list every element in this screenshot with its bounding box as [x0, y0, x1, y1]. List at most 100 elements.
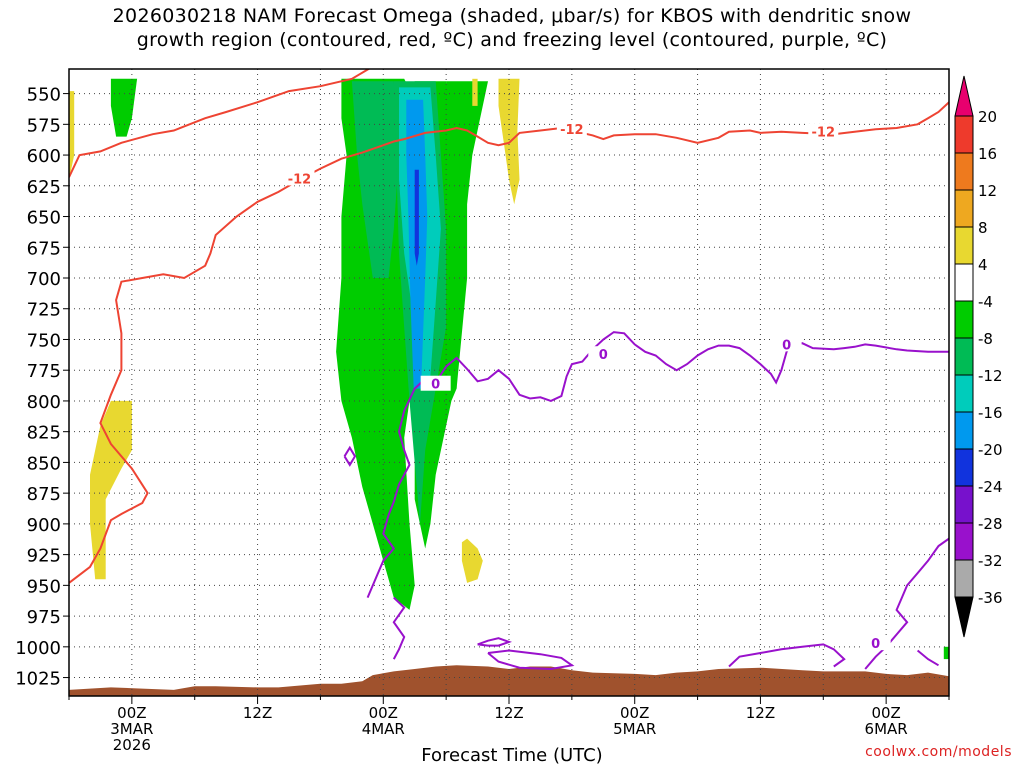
omega-region-8: [69, 91, 75, 180]
colorbar-label: -20: [978, 441, 1003, 459]
colorbar-swatch: [954, 337, 974, 376]
colorbar-label: -24: [978, 478, 1003, 496]
freezing-label-bg: [860, 635, 891, 651]
freezing-contour: [487, 649, 575, 671]
y-tick-label: 750: [27, 330, 61, 351]
freezing-label-bg: [588, 346, 619, 362]
colorbar-swatch: [954, 522, 974, 561]
colorbar-swatch: [954, 559, 974, 598]
y-tick-label: 800: [27, 392, 61, 413]
x-axis-title: Forecast Time (UTC): [421, 745, 603, 766]
y-tick-label: 725: [27, 300, 61, 321]
y-tick-label: 675: [27, 238, 61, 259]
y-axis: 550 575 600 625 650 675 700 725 750 775 800 825 850 8…: [15, 85, 69, 690]
x-tick-label: 2026: [113, 736, 151, 754]
x-tick-label: 12Z: [494, 704, 523, 722]
freezing-label: 0: [782, 338, 791, 353]
colorbar: 20 16 12 8 4 -4 -8 -12 -16 -20 -24 -28 -32 -36: [954, 75, 1003, 638]
omega-region-10: [472, 78, 478, 106]
y-tick-label: 875: [27, 484, 61, 505]
colorbar-label: -36: [978, 589, 1003, 607]
ground-terrain: [69, 665, 949, 696]
colorbar-swatch: [954, 374, 974, 413]
colorbar-swatch: [954, 300, 974, 339]
y-tick-label: 900: [27, 515, 61, 536]
dendritic-label: -12: [560, 123, 584, 138]
x-tick-label: 00Z: [620, 704, 649, 722]
y-tick-label: 775: [27, 361, 61, 382]
credit-text: coolwx.com/models: [865, 744, 1012, 760]
x-tick-label: 4MAR: [362, 720, 405, 738]
omega-region-3: [351, 81, 399, 278]
freezing-label-bg: [771, 336, 802, 352]
x-tick-label: 00Z: [369, 704, 398, 722]
x-tick-label: 6MAR: [865, 720, 908, 738]
dendritic-label: -12: [812, 126, 836, 141]
x-tick-label: 12Z: [746, 704, 775, 722]
x-tick-label: 00Z: [871, 704, 900, 722]
omega-region-7: [414, 169, 419, 266]
chart-title-line2: growth region (contoured, red, ºC) and f…: [136, 29, 888, 51]
dendritic-contour-upper: [69, 69, 371, 178]
colorbar-label: 20: [978, 108, 997, 126]
x-tick-label: 00Z: [117, 704, 146, 722]
y-tick-label: 1025: [15, 669, 61, 690]
freezing-label-bg: [420, 375, 451, 391]
freezing-contour: [343, 445, 357, 467]
y-tick-label: 850: [27, 453, 61, 474]
colorbar-swatch: [954, 411, 974, 450]
dendritic-label-bg: [284, 170, 315, 186]
y-tick-label: 825: [27, 423, 61, 444]
dendritic-label-bg: [556, 121, 587, 137]
x-tick-label: 5MAR: [613, 720, 656, 738]
freezing-label: 0: [431, 378, 440, 393]
y-tick-label: 925: [27, 546, 61, 567]
colorbar-swatch: [954, 448, 974, 487]
colorbar-swatch: [954, 263, 974, 302]
colorbar-label: 12: [978, 182, 997, 200]
y-tick-label: 550: [27, 85, 61, 106]
omega-region-14: [943, 646, 949, 660]
omega-region-13: [461, 538, 483, 583]
colorbar-swatch: [954, 115, 974, 154]
freezing-contour: [477, 637, 513, 647]
freezing-contour: [728, 643, 846, 668]
y-tick-label: 600: [27, 146, 61, 167]
freezing-label: 0: [599, 348, 608, 363]
chart-title: 2026030218 NAM Forecast Omega (shaded, μ…: [0, 4, 1024, 52]
colorbar-label: -12: [978, 367, 1003, 385]
colorbar-label: 8: [978, 219, 988, 237]
colorbar-label: -28: [978, 515, 1003, 533]
freezing-label: 0: [871, 637, 880, 652]
colorbar-label: -32: [978, 552, 1003, 570]
colorbar-label: 4: [978, 256, 988, 274]
dendritic-contour-lower: [69, 101, 949, 584]
freezing-contour: [916, 649, 940, 667]
chart-title-line1: 2026030218 NAM Forecast Omega (shaded, μ…: [112, 5, 912, 27]
dendritic-label: -12: [288, 172, 312, 187]
colorbar-top-arrow: [954, 75, 974, 117]
y-tick-label: 625: [27, 177, 61, 198]
y-tick-label: 975: [27, 607, 61, 628]
y-tick-label: 950: [27, 576, 61, 597]
x-tick-label: 3MAR: [110, 720, 153, 738]
colorbar-label: 16: [978, 145, 997, 163]
colorbar-swatch: [954, 189, 974, 228]
colorbar-label: -16: [978, 404, 1003, 422]
y-tick-label: 650: [27, 208, 61, 229]
colorbar-label: -8: [978, 330, 993, 348]
colorbar-swatch: [954, 226, 974, 265]
x-tick-label: 12Z: [243, 704, 272, 722]
omega-region-9: [110, 78, 138, 137]
y-tick-label: 700: [27, 269, 61, 290]
dendritic-label-bg: [808, 123, 839, 139]
colorbar-swatch: [954, 485, 974, 524]
colorbar-swatch: [954, 152, 974, 191]
colorbar-label: -4: [978, 293, 993, 311]
colorbar-bottom-arrow: [954, 596, 974, 638]
omega-region-12: [90, 400, 132, 580]
y-tick-label: 575: [27, 115, 61, 136]
y-tick-label: 1000: [15, 638, 61, 659]
